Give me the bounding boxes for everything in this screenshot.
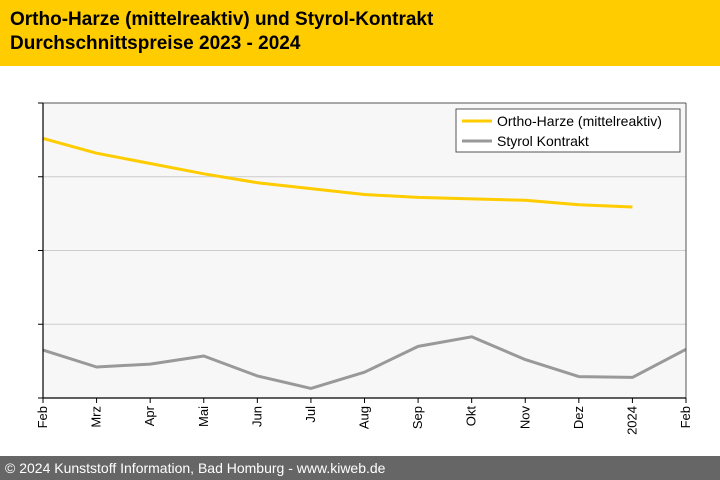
legend-label-2: Styrol Kontrakt bbox=[497, 133, 589, 149]
x-tick-label-3: Apr bbox=[142, 405, 157, 426]
copyright-text: © 2024 Kunststoff Information, Bad Hombu… bbox=[5, 460, 386, 476]
x-tick-label-10: Nov bbox=[517, 406, 532, 430]
x-tick-label-6: Jul bbox=[303, 406, 318, 423]
chart-subtitle: Durchschnittspreise 2023 - 2024 bbox=[10, 33, 301, 54]
x-tick-label-11: Dez bbox=[571, 406, 586, 429]
copyright-footer: © 2024 Kunststoff Information, Bad Hombu… bbox=[0, 456, 720, 480]
x-tick-label-2: Mrz bbox=[89, 406, 104, 428]
chart-area: Feb Mrz Apr Mai Jun Jul Aug Sep Okt Nov Dez 2024 Feb… bbox=[0, 66, 720, 456]
x-tick-label-12: 2024 bbox=[624, 406, 639, 435]
series-line-1 bbox=[42, 136, 633, 209]
line-chart: Feb Mrz Apr Mai Jun Jul Aug Sep Okt Nov Dez 2024 Feb… bbox=[35, 102, 693, 435]
x-tick-label-4: Mai bbox=[196, 406, 211, 427]
x-tick-label-8: Sep bbox=[410, 406, 425, 429]
legend-label-1: Ortho-Harze (mittelreaktiv) bbox=[497, 113, 662, 129]
series-line-2 bbox=[42, 335, 687, 390]
x-tick-label-5: Jun bbox=[249, 406, 264, 427]
x-tick-label-13: Feb bbox=[678, 406, 693, 428]
chart-title: Ortho-Harze (mittelreaktiv) und Styrol-K… bbox=[10, 9, 434, 30]
x-tick-label-9: Okt bbox=[464, 406, 479, 427]
x-tick-label-7: Aug bbox=[357, 406, 372, 429]
x-tick-label-1: Feb bbox=[35, 406, 50, 428]
chart-header: Ortho-Harze (mittelreaktiv) und Styrol-K… bbox=[0, 0, 720, 66]
legend-box bbox=[455, 108, 681, 153]
